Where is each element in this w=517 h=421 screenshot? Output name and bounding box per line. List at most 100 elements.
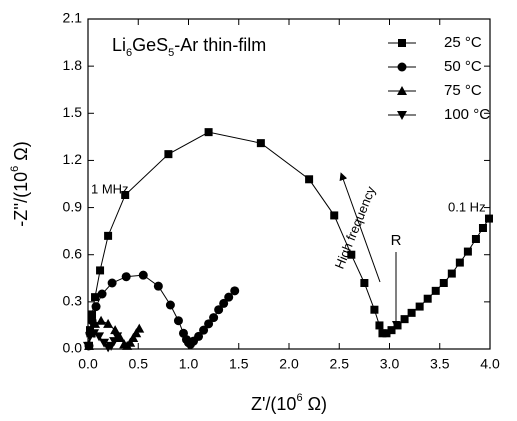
- marker: [110, 325, 121, 335]
- y-tick-label: 2.1: [63, 10, 83, 26]
- plot-annotation-part: 6: [126, 47, 132, 59]
- marker: [134, 323, 145, 333]
- marker: [103, 318, 114, 328]
- x-tick-label: 0.5: [129, 356, 149, 372]
- x-tick-label: 4.0: [480, 356, 500, 372]
- x-tick-label: 3.0: [380, 356, 400, 372]
- marker: [204, 319, 214, 329]
- y-tick-label: 1.5: [63, 104, 83, 120]
- marker: [96, 315, 107, 325]
- y-tick-label: 0.6: [63, 245, 83, 261]
- x-tick-label: 1.0: [179, 356, 199, 372]
- y-tick-label: 0.3: [63, 293, 83, 309]
- marker: [138, 270, 148, 280]
- marker: [164, 150, 173, 159]
- marker: [330, 211, 339, 220]
- marker: [165, 300, 175, 310]
- marker: [398, 39, 406, 47]
- annotation-arrow: [339, 172, 381, 283]
- marker: [219, 298, 229, 308]
- marker: [455, 258, 464, 267]
- y-axis-title-part: -Z''/(10: [11, 172, 31, 227]
- legend-label: 75 °C: [444, 82, 482, 99]
- y-tick-label: 0.0: [63, 340, 83, 356]
- marker: [91, 293, 100, 302]
- marker: [104, 231, 113, 240]
- marker: [94, 332, 105, 342]
- marker: [415, 302, 424, 311]
- plot-annotation: Li6GeS5-Ar thin-film: [112, 35, 266, 59]
- marker: [209, 313, 219, 323]
- plot-annotation-part: Li: [112, 35, 126, 55]
- x-axis-title-part: Ω): [303, 394, 327, 414]
- marker: [375, 321, 384, 330]
- marker: [484, 214, 493, 223]
- marker: [382, 329, 391, 338]
- marker: [214, 305, 224, 315]
- marker: [153, 281, 163, 291]
- marker: [431, 286, 440, 295]
- marker: [447, 269, 456, 278]
- marker: [393, 321, 402, 330]
- marker: [204, 128, 213, 137]
- x-axis-title: Z'/(106 Ω): [251, 392, 327, 414]
- marker: [125, 337, 136, 347]
- marker: [397, 86, 407, 95]
- marker: [90, 318, 101, 328]
- y-axis-title-part: Ω): [11, 141, 31, 165]
- marker: [224, 292, 234, 302]
- y-tick-label: 0.9: [63, 198, 83, 214]
- marker: [121, 191, 130, 199]
- marker: [89, 329, 100, 339]
- marker: [378, 329, 387, 338]
- annotation: R: [391, 232, 402, 249]
- marker: [173, 316, 183, 326]
- plot-annotation-part: GeS: [132, 35, 168, 55]
- marker: [83, 341, 93, 351]
- marker: [107, 278, 117, 288]
- marker: [347, 250, 356, 259]
- x-tick-label: 2.0: [279, 356, 299, 372]
- y-tick-label: 1.2: [63, 151, 83, 167]
- marker: [199, 325, 209, 335]
- legend-label: 100 °C: [444, 106, 490, 123]
- marker: [407, 308, 416, 317]
- marker: [99, 338, 110, 348]
- marker: [230, 286, 240, 296]
- x-tick-label: 1.5: [229, 356, 249, 372]
- plot-annotation-part: 5: [168, 47, 174, 59]
- marker: [121, 272, 131, 282]
- y-axis-title-part: 6: [9, 166, 21, 172]
- legend-label: 25 °C: [444, 34, 482, 51]
- x-tick-label: 3.5: [430, 356, 450, 372]
- y-tick-label: 1.8: [63, 57, 83, 73]
- marker: [194, 331, 204, 341]
- marker: [97, 289, 107, 299]
- marker: [305, 175, 314, 184]
- marker: [256, 139, 265, 148]
- legend-label: 50 °C: [444, 58, 482, 75]
- marker: [423, 294, 432, 303]
- x-axis-title-part: Z'/(10: [251, 394, 296, 414]
- x-axis-title-part: 6: [296, 392, 302, 404]
- marker: [370, 305, 379, 314]
- marker: [387, 326, 396, 335]
- plot-annotation-part: -Ar thin-film: [174, 35, 266, 55]
- marker: [400, 315, 409, 324]
- marker: [360, 279, 369, 287]
- y-axis-title: -Z''/(106 Ω): [9, 141, 31, 226]
- marker: [91, 302, 101, 312]
- x-tick-label: 0.0: [78, 356, 98, 372]
- series-line: [88, 131, 490, 346]
- marker: [463, 247, 472, 256]
- marker: [397, 111, 407, 120]
- x-tick-label: 2.5: [330, 356, 350, 372]
- marker: [131, 328, 142, 338]
- marker: [471, 235, 480, 243]
- marker: [112, 332, 123, 342]
- annotation: 0.1 Hz: [448, 199, 486, 214]
- marker: [439, 279, 448, 287]
- annotation: 1 MHz: [91, 181, 129, 196]
- marker: [96, 266, 105, 275]
